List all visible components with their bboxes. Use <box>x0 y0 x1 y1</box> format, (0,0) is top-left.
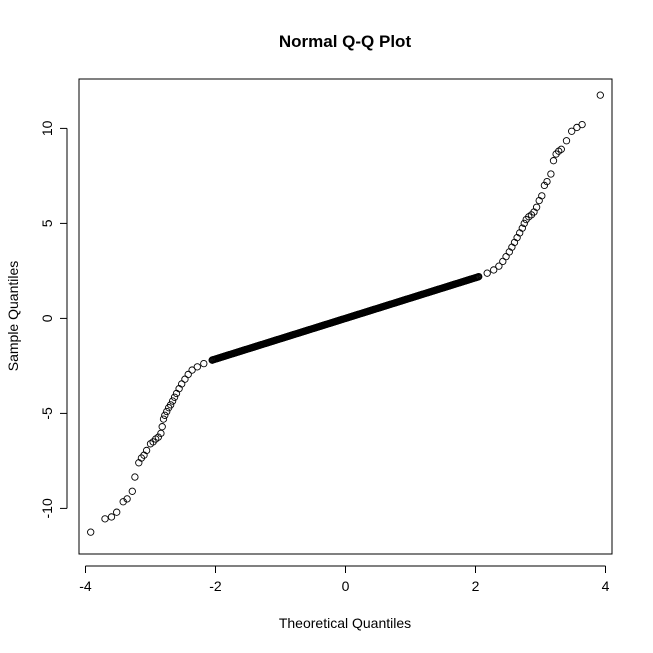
data-point <box>123 495 131 503</box>
x-tick-label: -2 <box>209 578 222 594</box>
y-axis: -10 -5 0 5 10 <box>39 120 68 519</box>
y-tick-label: 5 <box>39 219 55 227</box>
chart-title: Normal Q-Q Plot <box>279 32 412 51</box>
y-tick-label: 0 <box>39 314 55 322</box>
data-point <box>495 262 503 270</box>
x-axis: -4 -2 0 2 4 <box>79 565 610 594</box>
data-point <box>113 508 121 516</box>
data-point <box>540 181 549 190</box>
data-point <box>168 397 177 405</box>
data-point <box>543 177 551 186</box>
x-tick-label: 2 <box>472 578 480 594</box>
data-point <box>157 429 165 437</box>
data-point <box>161 411 169 419</box>
data-point <box>200 359 208 368</box>
data-point <box>483 269 491 277</box>
data-point <box>181 375 189 383</box>
data-point <box>549 157 558 165</box>
y-tick-label: 10 <box>39 120 55 136</box>
data-point <box>557 145 565 153</box>
data-point <box>163 407 171 416</box>
data-point <box>158 423 166 431</box>
data-point <box>596 91 604 99</box>
x-axis-title: Theoretical Quantiles <box>279 615 411 631</box>
data-point <box>101 515 109 523</box>
data-point <box>502 252 510 261</box>
data-point <box>562 137 571 145</box>
data-point <box>474 273 482 281</box>
data-point <box>518 224 526 232</box>
data-point <box>154 433 162 441</box>
data-point <box>166 401 175 409</box>
data-point <box>532 203 541 211</box>
y-tick-label: -5 <box>39 407 55 420</box>
x-tick-label: 4 <box>602 578 610 594</box>
data-point <box>578 120 586 129</box>
x-tick-label: 0 <box>342 578 350 594</box>
data-points <box>87 91 604 536</box>
y-tick-label: -10 <box>39 498 55 518</box>
data-point <box>538 192 546 200</box>
x-tick-label: -4 <box>79 578 92 594</box>
data-point <box>499 257 507 266</box>
data-point <box>87 528 95 536</box>
data-point <box>568 127 576 135</box>
y-axis-title: Sample Quantiles <box>5 261 21 372</box>
data-point <box>490 266 498 274</box>
data-point <box>170 393 179 401</box>
data-point <box>128 487 136 495</box>
data-point <box>547 170 555 178</box>
data-point <box>107 513 116 521</box>
data-point <box>520 219 528 228</box>
data-point <box>131 473 139 481</box>
data-point <box>193 363 201 371</box>
data-point <box>184 370 192 379</box>
data-point <box>188 366 196 374</box>
plot-frame <box>78 78 613 555</box>
data-point <box>142 446 151 455</box>
data-point <box>159 415 168 423</box>
